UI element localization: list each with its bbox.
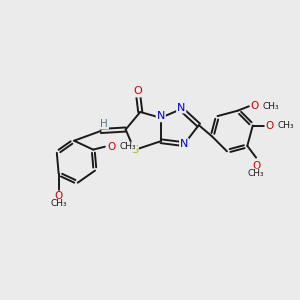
Text: O: O [55, 191, 63, 201]
Text: N: N [157, 111, 165, 122]
Text: O: O [266, 121, 274, 130]
Text: O: O [107, 142, 116, 152]
Text: N: N [180, 139, 188, 149]
Text: O: O [252, 161, 260, 171]
Text: CH₃: CH₃ [248, 169, 264, 178]
Text: CH₃: CH₃ [50, 200, 67, 208]
Text: H: H [100, 119, 108, 129]
Text: CH₃: CH₃ [119, 142, 136, 151]
Text: N: N [177, 103, 185, 112]
Text: CH₃: CH₃ [263, 102, 279, 111]
Text: CH₃: CH₃ [278, 121, 294, 130]
Text: S: S [131, 145, 138, 155]
Text: O: O [251, 101, 259, 111]
Text: O: O [134, 86, 142, 97]
